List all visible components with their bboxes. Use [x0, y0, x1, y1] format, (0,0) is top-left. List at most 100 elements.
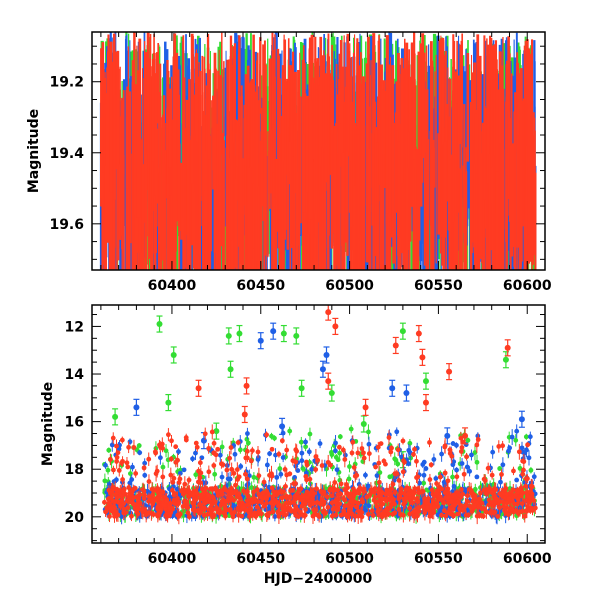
- data-point: [227, 476, 233, 482]
- data-point: [157, 455, 163, 461]
- outlier-point: [165, 399, 172, 406]
- data-point: [106, 447, 112, 453]
- data-point: [421, 480, 427, 486]
- data-point: [454, 467, 460, 473]
- data-point: [347, 464, 352, 469]
- data-point: [105, 467, 111, 473]
- data-point: [421, 472, 427, 478]
- top-x-tick-label: 60500: [325, 278, 374, 294]
- outlier-point: [227, 366, 234, 373]
- data-point: [467, 468, 473, 474]
- data-point: [287, 428, 293, 434]
- top-y-axis-label: Magnitude: [26, 109, 42, 193]
- data-point: [160, 464, 166, 470]
- data-point: [245, 440, 251, 446]
- data-point: [506, 448, 511, 454]
- data-point: [346, 476, 352, 482]
- data-point: [269, 433, 274, 439]
- data-point: [298, 439, 304, 445]
- data-point: [277, 466, 283, 471]
- data-point: [333, 440, 338, 446]
- top-panel-frame: [91, 31, 546, 271]
- data-point: [129, 477, 135, 482]
- data-point: [300, 465, 306, 471]
- data-point: [527, 434, 533, 440]
- data-point: [377, 470, 383, 475]
- data-point: [212, 471, 218, 477]
- outlier-point: [399, 328, 406, 335]
- data-point: [109, 442, 115, 448]
- data-point: [407, 440, 413, 446]
- data-point: [500, 462, 506, 468]
- outlier-point: [213, 428, 220, 435]
- data-point: [490, 449, 496, 455]
- data-point: [278, 471, 284, 477]
- data-point: [441, 504, 446, 510]
- outlier-point: [156, 321, 163, 328]
- data-point: [337, 434, 343, 440]
- data-point: [474, 459, 480, 465]
- outlier-point: [328, 390, 335, 397]
- data-point: [303, 444, 308, 450]
- top-x-tick-label: 60550: [414, 278, 463, 294]
- data-point: [142, 472, 148, 478]
- data-point: [374, 473, 380, 479]
- data-point: [237, 447, 243, 453]
- data-point: [219, 474, 225, 480]
- top-x-tick-label: 60400: [148, 278, 197, 294]
- data-point: [472, 450, 478, 455]
- data-point: [329, 449, 334, 455]
- data-point: [498, 479, 503, 485]
- data-point: [474, 474, 480, 480]
- data-point: [176, 449, 181, 455]
- data-point: [137, 450, 143, 456]
- data-point: [193, 472, 199, 478]
- top-x-tick-label: 60450: [236, 278, 285, 294]
- data-point: [394, 429, 400, 435]
- data-point: [130, 464, 135, 470]
- data-point: [451, 459, 457, 465]
- data-point: [232, 451, 238, 457]
- outlier-point: [236, 330, 243, 337]
- outlier-point: [225, 332, 232, 339]
- data-point: [342, 452, 348, 458]
- data-point: [531, 474, 537, 480]
- data-point: [348, 426, 354, 432]
- top-panel: 60400 60450 60500 60550 60600 19.2 19.4 19.6 Ma…: [26, 31, 552, 294]
- outlier-point: [170, 351, 177, 358]
- data-point: [238, 464, 244, 469]
- data-point: [219, 444, 225, 450]
- data-point: [366, 503, 372, 509]
- data-point: [514, 428, 520, 434]
- data-point: [190, 456, 195, 462]
- top-y-tick-label: 19.2: [49, 75, 84, 91]
- data-point: [439, 451, 445, 457]
- data-point: [267, 451, 272, 457]
- data-point: [295, 468, 301, 473]
- data-point: [303, 439, 308, 445]
- data-point: [107, 482, 112, 488]
- data-point: [103, 462, 108, 468]
- data-point: [337, 450, 343, 456]
- data-point: [523, 434, 529, 440]
- data-point: [245, 431, 250, 436]
- data-point: [465, 437, 471, 443]
- data-point: [393, 457, 399, 463]
- data-point: [251, 474, 257, 480]
- data-point: [395, 461, 401, 467]
- data-point: [528, 467, 534, 473]
- data-point: [334, 467, 340, 473]
- data-point: [274, 474, 280, 480]
- data-point: [431, 457, 437, 462]
- data-point: [519, 445, 525, 451]
- outlier-point: [422, 378, 429, 385]
- data-point: [264, 462, 270, 468]
- top-panel-data: [99, 32, 537, 270]
- data-point: [299, 450, 305, 456]
- data-point: [102, 478, 108, 484]
- outlier-point: [293, 332, 300, 339]
- data-point: [450, 474, 455, 480]
- data-point: [451, 484, 457, 489]
- outlier-point: [112, 413, 119, 420]
